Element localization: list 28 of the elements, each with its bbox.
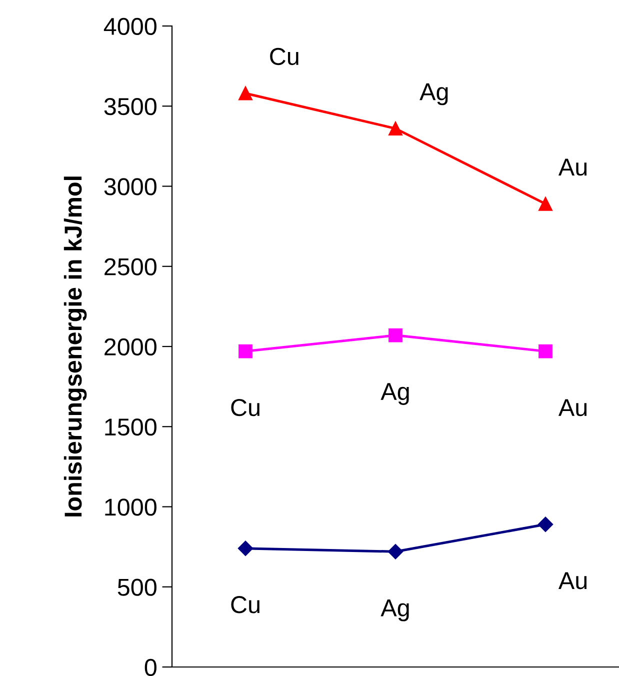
data-label: Cu: [231, 398, 260, 416]
point: [538, 516, 554, 532]
data-label: Cu: [270, 48, 298, 66]
data-label: Ag: [420, 83, 448, 106]
y-tick-label: 2500: [104, 258, 156, 276]
point: [388, 328, 402, 342]
point: [538, 196, 552, 211]
y-tick-label: 2000: [104, 338, 156, 356]
data-label: Cu: [231, 596, 260, 614]
point: [238, 540, 254, 556]
data-label: Au: [558, 399, 587, 416]
y-tick-label: 3000: [104, 178, 156, 196]
point: [238, 344, 252, 358]
data-label: Ag: [380, 383, 409, 405]
y-tick-label: 4000: [104, 18, 156, 36]
data-label: Au: [558, 158, 587, 176]
point: [388, 122, 402, 136]
data-label: Au: [558, 572, 587, 590]
y-tick-label: 1000: [105, 498, 156, 516]
point: [238, 86, 252, 100]
point: [538, 344, 552, 358]
point: [388, 544, 404, 560]
y-axis-title: Ionisierungsenergie in kJ/mol: [64, 176, 87, 516]
y-tick-label: 0: [144, 658, 156, 676]
y-tick-label: 500: [118, 578, 156, 596]
y-tick-label: 3500: [104, 98, 156, 116]
data-label: Ag: [380, 600, 409, 622]
y-tick-label: 1500: [105, 418, 156, 436]
